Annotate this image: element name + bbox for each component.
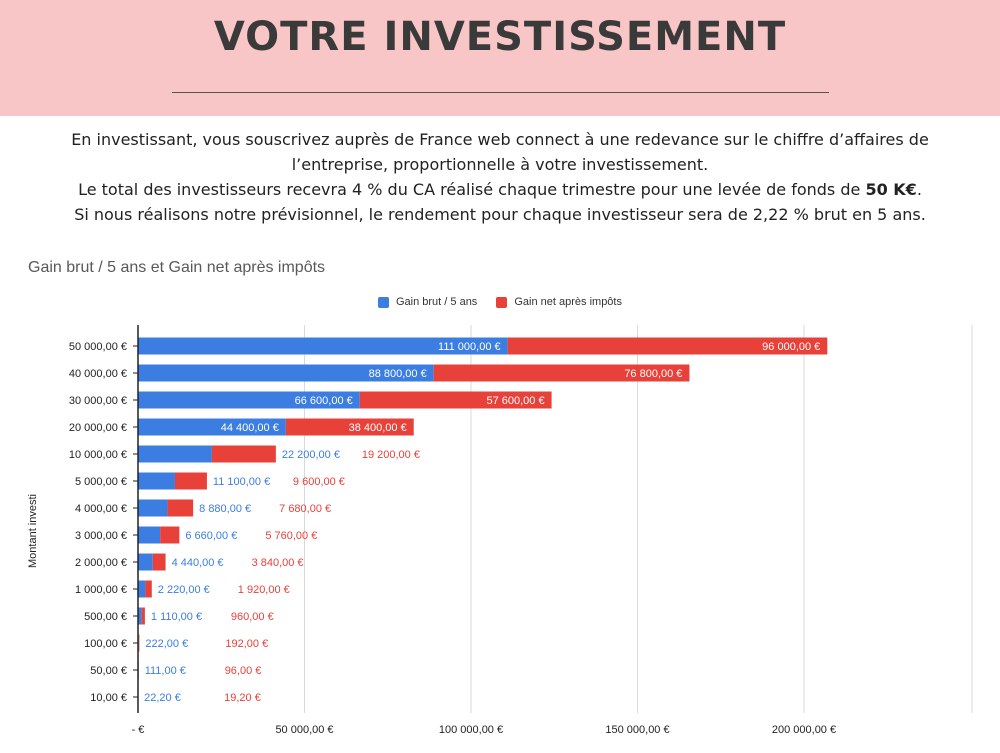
data-label-gain-brut: 111,00 € [145,665,186,677]
data-label-gain-brut: 44 400,00 € [221,422,279,434]
data-label-gain-brut: 1 110,00 € [151,611,202,623]
bar-gain-brut [138,499,168,517]
legend-label-gain-net: Gain net après impôts [514,296,622,308]
y-tick-label: 1 000,00 € [75,584,127,596]
intro-line-2-start: Le total des investisseurs recevra 4 % d… [78,180,866,199]
header-banner: VOTRE INVESTISSEMENT [0,0,1000,116]
bar-gain-brut [138,391,360,409]
bar-gain-brut [138,445,212,463]
data-label-gain-brut: 111 000,00 € [438,341,501,353]
bar-gain-brut [138,580,146,598]
intro-line-1: En investissant, vous souscrivez auprès … [71,130,929,174]
data-label-gain-brut: 222,00 € [145,638,188,650]
x-tick-label: 100 000,00 € [439,724,503,736]
y-tick-label: 20 000,00 € [69,422,127,434]
bar-gain-net [174,472,207,490]
data-label-gain-net: 7 680,00 € [279,503,331,515]
bar-gain-brut [138,607,142,625]
data-label-gain-net: 38 400,00 € [349,422,407,434]
intro-line-3: Si nous réalisons notre prévisionnel, le… [74,205,926,224]
chart-title: Gain brut / 5 ans et Gain net après impô… [28,259,326,276]
y-tick-label: 50,00 € [90,665,127,677]
bar-gain-net [167,499,194,517]
y-tick-label: 10 000,00 € [69,449,127,461]
legend-item-gain-net: Gain net après impôts [496,296,622,308]
bar-gain-net [285,418,414,436]
data-label-gain-net: 1 920,00 € [238,584,290,596]
y-tick-label: 50 000,00 € [69,341,127,353]
data-label-gain-brut: 2 220,00 € [158,584,210,596]
data-label-gain-brut: 11 100,00 € [213,476,270,488]
bar-gain-brut [138,337,508,355]
data-label-gain-brut: 22,20 € [144,692,181,704]
data-label-gain-net: 96 000,00 € [762,341,820,353]
bar-gain-net [359,391,552,409]
intro-text: En investissant, vous souscrivez auprès … [30,127,970,227]
intro-line-2-end: . [916,180,922,199]
data-label-gain-net: 57 600,00 € [486,395,544,407]
x-tick-label: 50 000,00 € [275,724,333,736]
bar-gain-net [152,553,166,571]
legend-swatch-gain-brut [377,296,389,308]
y-tick-label: 30 000,00 € [69,395,127,407]
fundraising-amount: 50 K€ [865,180,917,199]
bar-gain-net [160,526,180,544]
bar-gain-net [433,364,690,382]
data-label-gain-brut: 6 660,00 € [185,530,237,542]
page-title: VOTRE INVESTISSEMENT [213,14,787,60]
bar-gain-net [211,445,276,463]
data-label-gain-brut: 4 440,00 € [172,557,224,569]
data-label-gain-net: 192,00 € [225,638,268,650]
x-tick-label: - € [132,724,145,736]
data-label-gain-net: 9 600,00 € [293,476,345,488]
data-label-gain-brut: 22 200,00 € [282,449,340,461]
bar-gain-net [145,580,152,598]
data-label-gain-net: 960,00 € [231,611,274,623]
title-divider [172,92,829,93]
y-tick-label: 100,00 € [84,638,127,650]
data-label-gain-net: 19,20 € [224,692,261,704]
bar-gain-net [141,607,145,625]
bar-gain-brut [138,526,161,544]
data-label-gain-brut: 8 880,00 € [199,503,251,515]
legend-label-gain-brut: Gain brut / 5 ans [395,296,478,308]
data-label-gain-brut: 88 800,00 € [369,368,427,380]
y-axis-label: Montant investi [27,494,39,568]
bar-gain-brut [138,364,434,382]
chart-legend: Gain brut / 5 ans Gain net après impôts [0,296,1000,311]
intro-line-2: Le total des investisseurs recevra 4 % d… [30,177,970,202]
x-tick-label: 150 000,00 € [605,724,669,736]
y-tick-label: 3 000,00 € [75,530,127,542]
y-tick-label: 40 000,00 € [69,368,127,380]
bar-gain-brut [138,553,153,571]
data-label-gain-net: 19 200,00 € [362,449,420,461]
legend-swatch-gain-net [496,296,508,308]
y-tick-label: 5 000,00 € [75,476,127,488]
y-tick-label: 4 000,00 € [75,503,127,515]
x-tick-label: 200 000,00 € [772,724,836,736]
data-label-gain-net: 5 760,00 € [265,530,317,542]
legend-item-gain-brut: Gain brut / 5 ans [377,296,478,308]
bar-gain-net [507,337,828,355]
bar-gain-net [138,634,140,652]
data-label-gain-brut: 66 600,00 € [295,395,353,407]
data-label-gain-net: 76 800,00 € [624,368,682,380]
y-tick-label: 500,00 € [84,611,127,623]
data-label-gain-net: 3 840,00 € [252,557,304,569]
bar-gain-brut [138,472,175,490]
bar-gain-brut [138,418,286,436]
data-label-gain-net: 96,00 € [225,665,262,677]
y-tick-label: 10,00 € [90,692,127,704]
y-tick-label: 2 000,00 € [75,557,127,569]
